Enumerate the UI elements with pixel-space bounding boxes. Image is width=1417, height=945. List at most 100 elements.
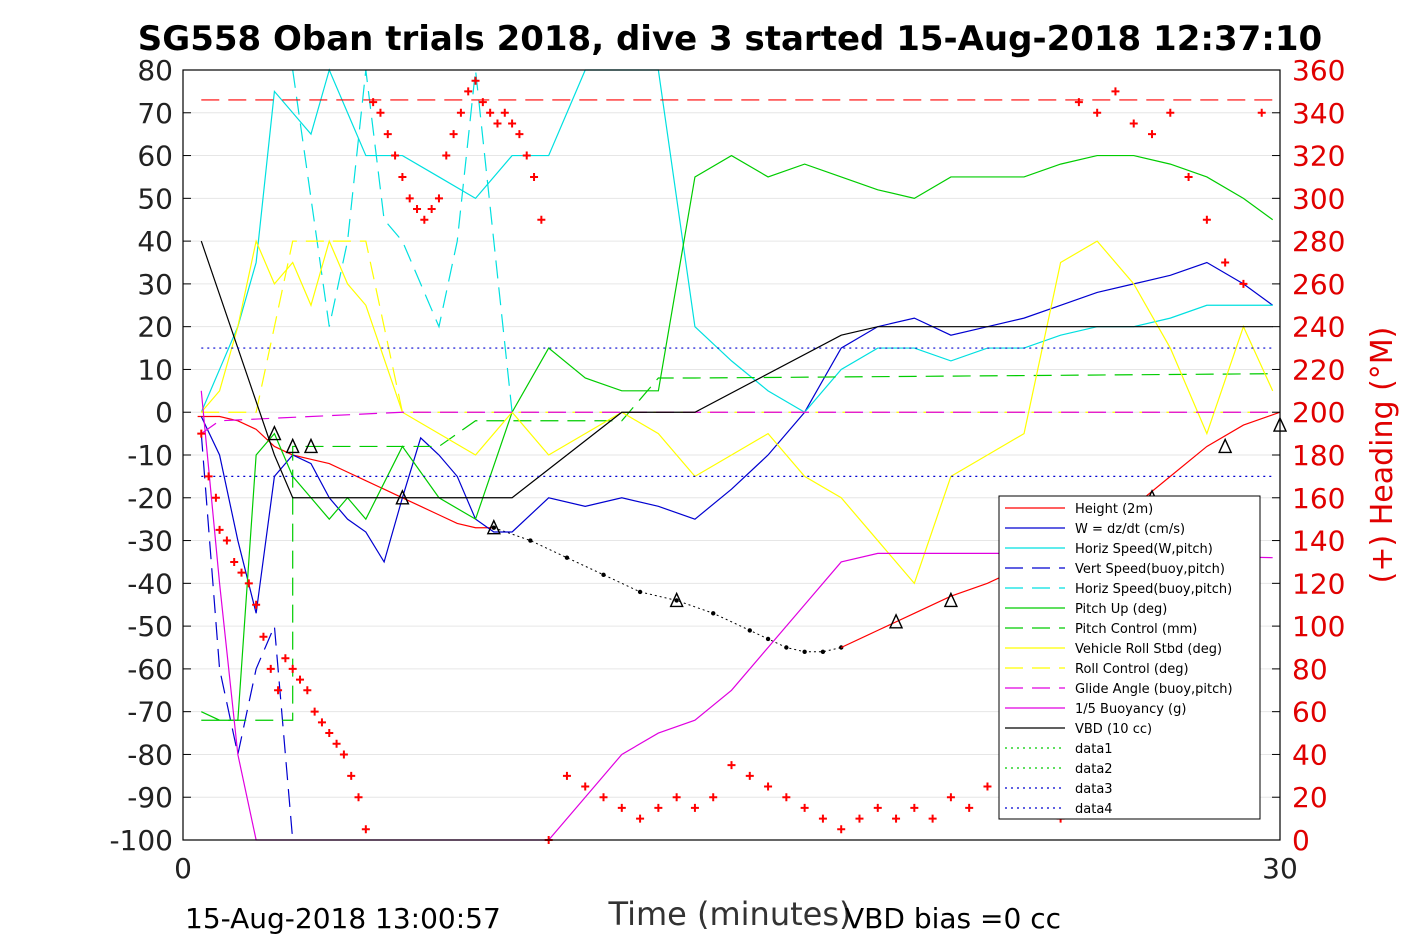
y-tick-label: -100: [109, 824, 173, 857]
y-tick-label: -30: [127, 525, 173, 558]
y2-tick-label: 340: [1292, 97, 1345, 130]
heading-point: [398, 172, 407, 181]
y2-tick-label: 60: [1292, 696, 1328, 729]
heading-point: [464, 87, 473, 96]
heading-point: [471, 76, 480, 85]
heading-point: [215, 525, 224, 534]
heading-point: [1093, 108, 1102, 117]
legend-label: Vert Speed(buoy,pitch): [1075, 562, 1225, 577]
heading-point: [310, 707, 319, 716]
y2-tick-label: 120: [1292, 567, 1345, 600]
legend-label: Roll Control (deg): [1075, 662, 1189, 677]
y2-tick-label: 20: [1292, 781, 1328, 814]
heading-point: [405, 194, 414, 203]
y-tick-label: 0: [155, 396, 173, 429]
heading-point: [332, 739, 341, 748]
heading-point: [376, 108, 385, 117]
footer-vbd-bias: VBD bias =0 cc: [845, 902, 1061, 935]
heading-point: [562, 771, 571, 780]
heading-point: [1257, 108, 1266, 117]
heading-point: [347, 771, 356, 780]
heading-point: [449, 130, 458, 139]
depth-marker: [486, 519, 501, 535]
heading-point: [244, 579, 253, 588]
heading-point: [709, 793, 718, 802]
heading-point: [456, 108, 465, 117]
x-tick-label: 0: [174, 852, 192, 885]
heading-point: [1129, 119, 1138, 128]
y-tick-label: -90: [127, 781, 173, 814]
heading-point: [654, 803, 663, 812]
legend-box: [998, 495, 1261, 820]
y-tick-label: -10: [127, 439, 173, 472]
y-tick-label: 70: [137, 97, 173, 130]
heading-point: [259, 632, 268, 641]
heading-point: [599, 793, 608, 802]
series-line-12: [200, 390, 1273, 841]
x-tick-label: 30: [1262, 852, 1298, 885]
series-line-7: [201, 154, 1274, 721]
depth-marker: [285, 437, 300, 454]
legend-label: Glide Angle (buoy,pitch): [1075, 682, 1233, 697]
footer-timestamp: 15-Aug-2018 13:00:57: [185, 902, 501, 935]
legend-label: Pitch Up (deg): [1075, 602, 1167, 617]
y2-tick-label: 40: [1292, 738, 1328, 771]
heading-point: [288, 664, 297, 673]
legend-items: Height (2m) W = dz/dt (cm/s) Horiz Speed(W…: [1005, 502, 1233, 817]
heading-point: [672, 793, 681, 802]
depth-dot: [637, 589, 643, 595]
y-tick-label: -40: [127, 567, 173, 600]
depth-dot: [528, 538, 533, 543]
series-layer: [197, 68, 1281, 841]
heading-point: [434, 194, 443, 203]
depth-dot: [601, 572, 606, 577]
heading-point: [1148, 130, 1157, 139]
heading-point: [383, 130, 392, 139]
heading-point: [478, 98, 487, 107]
heading-point: [617, 803, 626, 812]
y2-tick-label: 220: [1292, 353, 1345, 386]
heading-point: [230, 557, 239, 566]
series-line-0: [197, 415, 494, 529]
y2-tick-label: 260: [1292, 268, 1345, 301]
legend-label: W = dz/dt (cm/s): [1075, 522, 1185, 537]
y2-tick-label: 100: [1292, 610, 1345, 643]
heading-point: [965, 803, 974, 812]
heading-point: [369, 98, 378, 107]
y-tick-label: 80: [137, 54, 173, 87]
heading-point: [486, 108, 495, 117]
heading-point: [222, 536, 231, 545]
series-line-10: [201, 240, 1273, 413]
y2-tick-label: 180: [1292, 439, 1345, 472]
y2-tick-label: 280: [1292, 225, 1345, 258]
heading-point: [764, 782, 773, 791]
legend-label: Horiz Speed(W,pitch): [1075, 542, 1213, 557]
heading-point: [211, 493, 220, 502]
y-tick-label: 50: [137, 182, 173, 215]
heading-point: [413, 205, 422, 214]
heading-point: [420, 215, 429, 224]
heading-point: [508, 119, 517, 128]
chart-title: SG558 Oban trials 2018, dive 3 started 1…: [138, 19, 1322, 59]
heading-point: [800, 803, 809, 812]
heading-point: [1239, 279, 1248, 288]
depth-marker: [888, 613, 904, 629]
depth-dot: [564, 555, 570, 560]
y-tick-label: -20: [127, 482, 173, 515]
depth-marker: [943, 591, 958, 608]
right-axis-label: (+) Heading (°M): [1365, 327, 1400, 584]
heading-point: [204, 472, 213, 481]
series-line-9: [200, 239, 1274, 585]
y-tick-label: 30: [137, 268, 173, 301]
depth-marker: [1218, 437, 1233, 454]
heading-point: [197, 429, 206, 438]
right-axis-ticks: 3603403203002802602402202001801601401201…: [1272, 54, 1345, 857]
heading-point: [391, 151, 400, 160]
y-tick-label: -80: [127, 738, 173, 771]
y-tick-label: 20: [137, 311, 173, 344]
y2-tick-label: 360: [1292, 54, 1345, 87]
y-tick-label: 10: [137, 353, 173, 386]
heading-point: [266, 664, 275, 673]
heading-points: [197, 76, 1266, 844]
y-tick-label: 40: [137, 225, 173, 258]
